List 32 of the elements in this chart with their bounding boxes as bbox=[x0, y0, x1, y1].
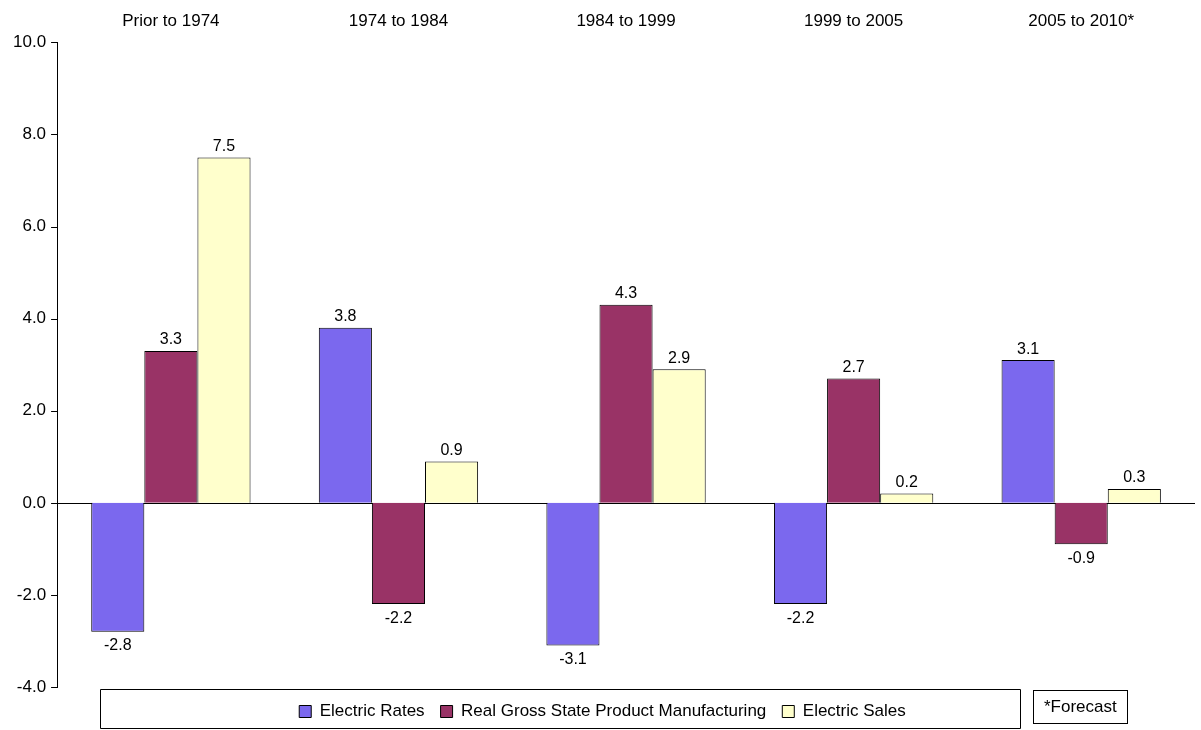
legend-label: Electric Sales bbox=[802, 701, 906, 721]
y-tick-label: 10.0 bbox=[12, 32, 47, 52]
legend-label: Electric Rates bbox=[319, 701, 425, 721]
y-tick-label: 4.0 bbox=[22, 308, 47, 328]
x-tick-label: 1984 to 1999 bbox=[576, 10, 676, 30]
x-tick-label: Prior to 1974 bbox=[122, 10, 220, 30]
y-tick-label: 6.0 bbox=[22, 216, 47, 236]
data-label: 2.9 bbox=[668, 348, 691, 366]
x-tick-label: 2005 to 2010* bbox=[1028, 10, 1135, 30]
x-tick-label: 1999 to 2005 bbox=[803, 10, 904, 30]
y-tick-label: 8.0 bbox=[22, 124, 47, 144]
data-label: -0.9 bbox=[1067, 548, 1096, 566]
data-label: 3.1 bbox=[1016, 339, 1040, 357]
data-label: -3.1 bbox=[559, 649, 587, 667]
data-label: 0.3 bbox=[1123, 468, 1146, 486]
data-label: 3.3 bbox=[159, 330, 183, 348]
data-label: 4.3 bbox=[614, 284, 638, 302]
data-label: 0.2 bbox=[895, 473, 918, 491]
legend-label: Real Gross State Product Manufacturing bbox=[461, 701, 767, 721]
x-tick-label: 1974 to 1984 bbox=[348, 10, 449, 30]
y-tick-label: 0.0 bbox=[22, 492, 47, 512]
data-label: -2.2 bbox=[384, 608, 413, 626]
data-label: -2.8 bbox=[103, 636, 132, 654]
data-label: 0.9 bbox=[440, 440, 463, 458]
y-tick-label: -2.0 bbox=[16, 584, 47, 604]
data-label: 2.7 bbox=[842, 357, 865, 375]
data-label: 3.8 bbox=[334, 307, 357, 325]
data-label: -2.2 bbox=[786, 608, 815, 626]
y-tick-label: 2.0 bbox=[22, 400, 47, 420]
data-label: 7.5 bbox=[212, 136, 236, 154]
y-tick-label: -4.0 bbox=[16, 676, 47, 696]
text: *Forecast bbox=[1033, 690, 1128, 724]
